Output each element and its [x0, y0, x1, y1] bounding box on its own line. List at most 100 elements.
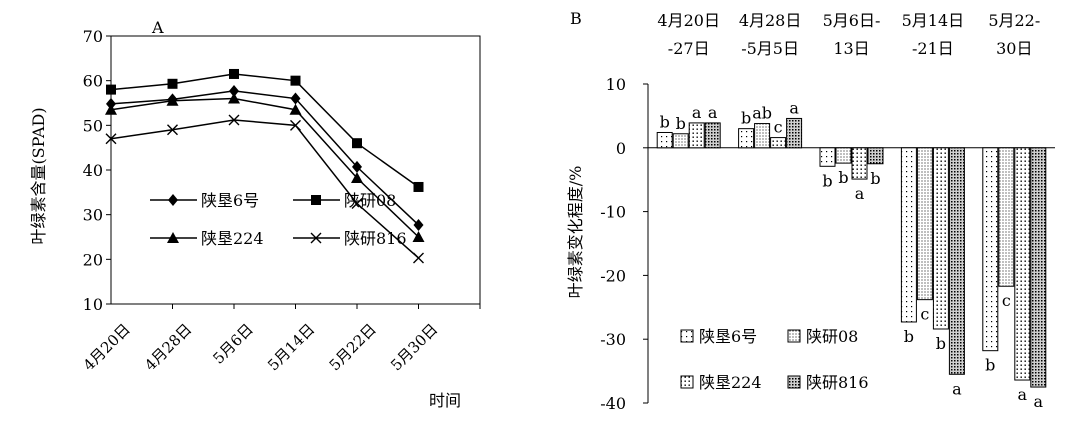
- panel-b-y-tick-label: -40: [600, 394, 626, 413]
- bar: [786, 117, 803, 149]
- series-line: [110, 73, 419, 188]
- panel-a-legend: 陕垦6号 陕研08 陕垦224 陕研816: [150, 191, 407, 248]
- data-point: [105, 133, 117, 145]
- panel-b-label: B: [570, 9, 582, 28]
- significance-letter: b: [904, 327, 914, 346]
- panel-b-axes: -40 -30 -20 -10 0 10 4月20日 -27日 4月28日 -5月5日 5月6日- 1…: [600, 11, 1055, 413]
- legend-label: 陕研08: [344, 191, 396, 210]
- bar: [672, 133, 689, 149]
- data-point: [228, 92, 240, 104]
- series-line-group: [105, 92, 425, 242]
- series-line: [110, 90, 420, 226]
- significance-letter: b: [838, 168, 848, 187]
- legend-label: 陕研08: [806, 327, 858, 346]
- bar: [851, 147, 868, 180]
- bar: [688, 122, 705, 149]
- legend-label: 陕垦224: [699, 373, 762, 392]
- data-point: [167, 78, 178, 89]
- bar: [998, 147, 1015, 287]
- panel-a-x-tick-label: 4月20日: [80, 320, 134, 374]
- significance-letter: b: [822, 171, 832, 190]
- bar: [932, 147, 949, 330]
- panel-a-x-tick-label: 4月28日: [141, 320, 195, 374]
- significance-letter: a: [952, 379, 962, 398]
- bar: [835, 147, 852, 164]
- panel-b-period-label: 13日: [833, 39, 869, 58]
- series-line-group: [105, 114, 424, 264]
- panel-b-period-label: 5月6日-: [823, 11, 881, 30]
- bar: [916, 147, 933, 301]
- panel-a-y-tick-label: 10: [83, 295, 103, 314]
- data-point: [351, 172, 363, 184]
- legend-label: 陕研816: [344, 229, 407, 248]
- panel-b-period-label: 4月28日: [739, 11, 802, 30]
- bar: [738, 128, 755, 149]
- panel-a-x-axis-label: 时间: [429, 391, 461, 410]
- panel-a: A 叶绿素含量(SPAD) 时间 10 20 30 40 50 60 70 4月20日 4月28…: [29, 18, 481, 410]
- panel-a-x-tick-label: 5月6日: [209, 320, 256, 367]
- bar: [656, 131, 673, 149]
- panel-b-y-tick-label: -10: [600, 203, 626, 222]
- significance-letter: a: [692, 103, 702, 122]
- panel-a-y-tick-label: 70: [83, 27, 103, 46]
- data-point: [167, 124, 178, 136]
- significance-letter: b: [985, 356, 995, 375]
- data-point: [229, 84, 239, 97]
- bar: [770, 137, 787, 149]
- data-point: [106, 84, 116, 95]
- panel-b-period-label: -5月5日: [741, 39, 799, 58]
- panel-b-y-axis-label: 叶绿素变化程度/%: [566, 166, 585, 299]
- series-line-group: [106, 68, 424, 192]
- legend-label: 陕垦224: [201, 229, 264, 248]
- significance-letter: b: [936, 334, 946, 353]
- panel-a-y-axis-label: 叶绿素含量(SPAD): [29, 107, 48, 244]
- data-point: [289, 103, 302, 115]
- panel-b-period-label: -27日: [668, 39, 710, 58]
- panel-b-period-label: 5月14日: [902, 11, 965, 30]
- series-line: [110, 97, 420, 238]
- panel-a-x-tick-label: 5月22日: [326, 320, 380, 374]
- significance-letter: a: [1018, 385, 1028, 404]
- significance-letter: c: [774, 118, 783, 137]
- legend-swatch: [787, 329, 801, 343]
- data-point: [412, 231, 425, 242]
- panel-b-legend: 陕垦6号 陕研08 陕垦224 陕研816: [680, 327, 869, 392]
- significance-letter: a: [708, 103, 718, 122]
- significance-letter: c: [1002, 291, 1011, 310]
- bar: [982, 147, 999, 352]
- panel-b-y-tick-label: -20: [600, 266, 626, 285]
- data-point: [352, 138, 362, 149]
- significance-letter: a: [789, 98, 799, 117]
- data-point: [166, 94, 179, 106]
- legend-label: 陕研816: [806, 373, 869, 392]
- legend-swatch: [680, 375, 694, 389]
- panel-b: B 叶绿素变化程度/% -40 -30 -20 -10 0 10 4月20日 -27日 4月28…: [566, 9, 1055, 413]
- significance-letter: b: [676, 114, 686, 133]
- legend-swatch: [787, 375, 801, 389]
- data-point: [290, 119, 301, 131]
- panel-b-period-label: 5月22-: [988, 11, 1040, 30]
- legend-marker: [311, 195, 321, 205]
- panel-a-label: A: [151, 18, 164, 37]
- bar: [819, 147, 836, 167]
- panel-a-series: [105, 68, 425, 264]
- significance-letter: a: [855, 184, 865, 203]
- panel-b-period-label: 4月20日: [657, 11, 720, 30]
- legend-label: 陕垦6号: [699, 327, 757, 346]
- legend-marker: [310, 232, 322, 244]
- data-point: [413, 218, 424, 231]
- significance-letter: b: [870, 169, 880, 188]
- panel-a-y-tick-label: 30: [83, 206, 103, 225]
- data-point: [413, 181, 424, 192]
- data-point: [351, 198, 363, 209]
- legend-marker: [167, 232, 179, 243]
- panel-a-y-tick-label: 20: [83, 250, 103, 269]
- bar: [1014, 147, 1031, 381]
- panel-a-x-tick-label: 5月30日: [387, 320, 441, 374]
- panel-b-period-label: 30日: [996, 39, 1032, 58]
- data-point: [229, 68, 239, 79]
- panel-a-y-tick-label: 40: [83, 161, 103, 180]
- data-point: [413, 252, 424, 264]
